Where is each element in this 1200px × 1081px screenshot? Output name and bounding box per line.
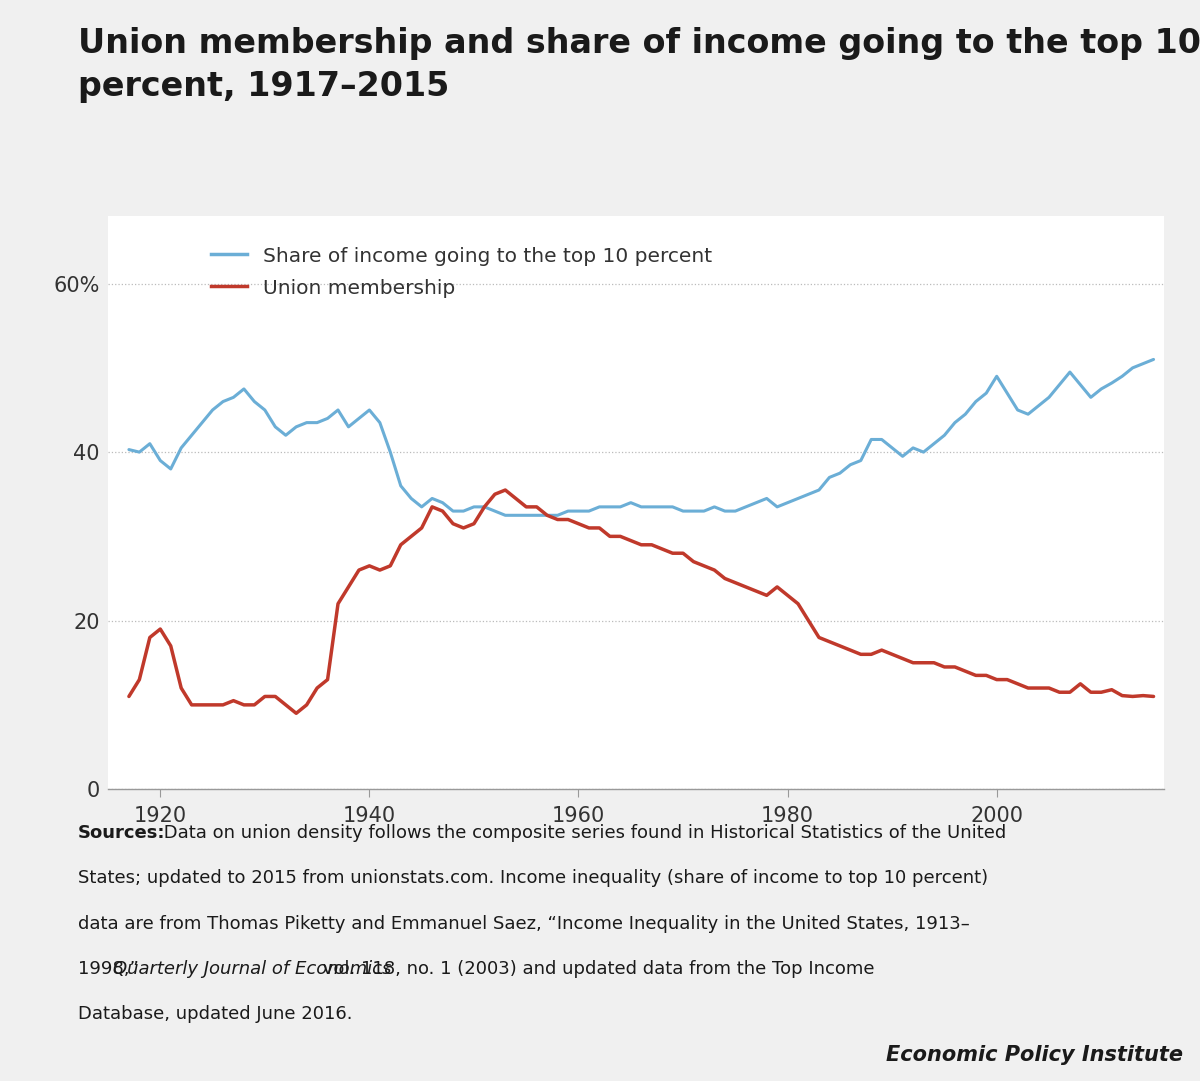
Text: Sources:: Sources:: [78, 824, 166, 842]
Text: 1998,”: 1998,”: [78, 960, 145, 978]
Text: data are from Thomas Piketty and Emmanuel Saez, “Income Inequality in the United: data are from Thomas Piketty and Emmanue…: [78, 915, 970, 933]
Legend: Share of income going to the top 10 percent, Union membership: Share of income going to the top 10 perc…: [203, 238, 720, 306]
Text: Economic Policy Institute: Economic Policy Institute: [886, 1045, 1183, 1065]
Text: Database, updated June 2016.: Database, updated June 2016.: [78, 1005, 353, 1024]
Text: Data on union density follows the composite series found in Historical Statistic: Data on union density follows the compos…: [158, 824, 1007, 842]
Text: Quarterly Journal of Economics: Quarterly Journal of Economics: [113, 960, 391, 978]
Text: Union membership and share of income going to the top 10: Union membership and share of income goi…: [78, 27, 1200, 61]
Text: percent, 1917–2015: percent, 1917–2015: [78, 70, 449, 104]
Text: States; updated to 2015 from unionstats.com. Income inequality (share of income : States; updated to 2015 from unionstats.…: [78, 869, 988, 888]
Text: vol. 118, no. 1 (2003) and updated data from the Top Income: vol. 118, no. 1 (2003) and updated data …: [317, 960, 875, 978]
